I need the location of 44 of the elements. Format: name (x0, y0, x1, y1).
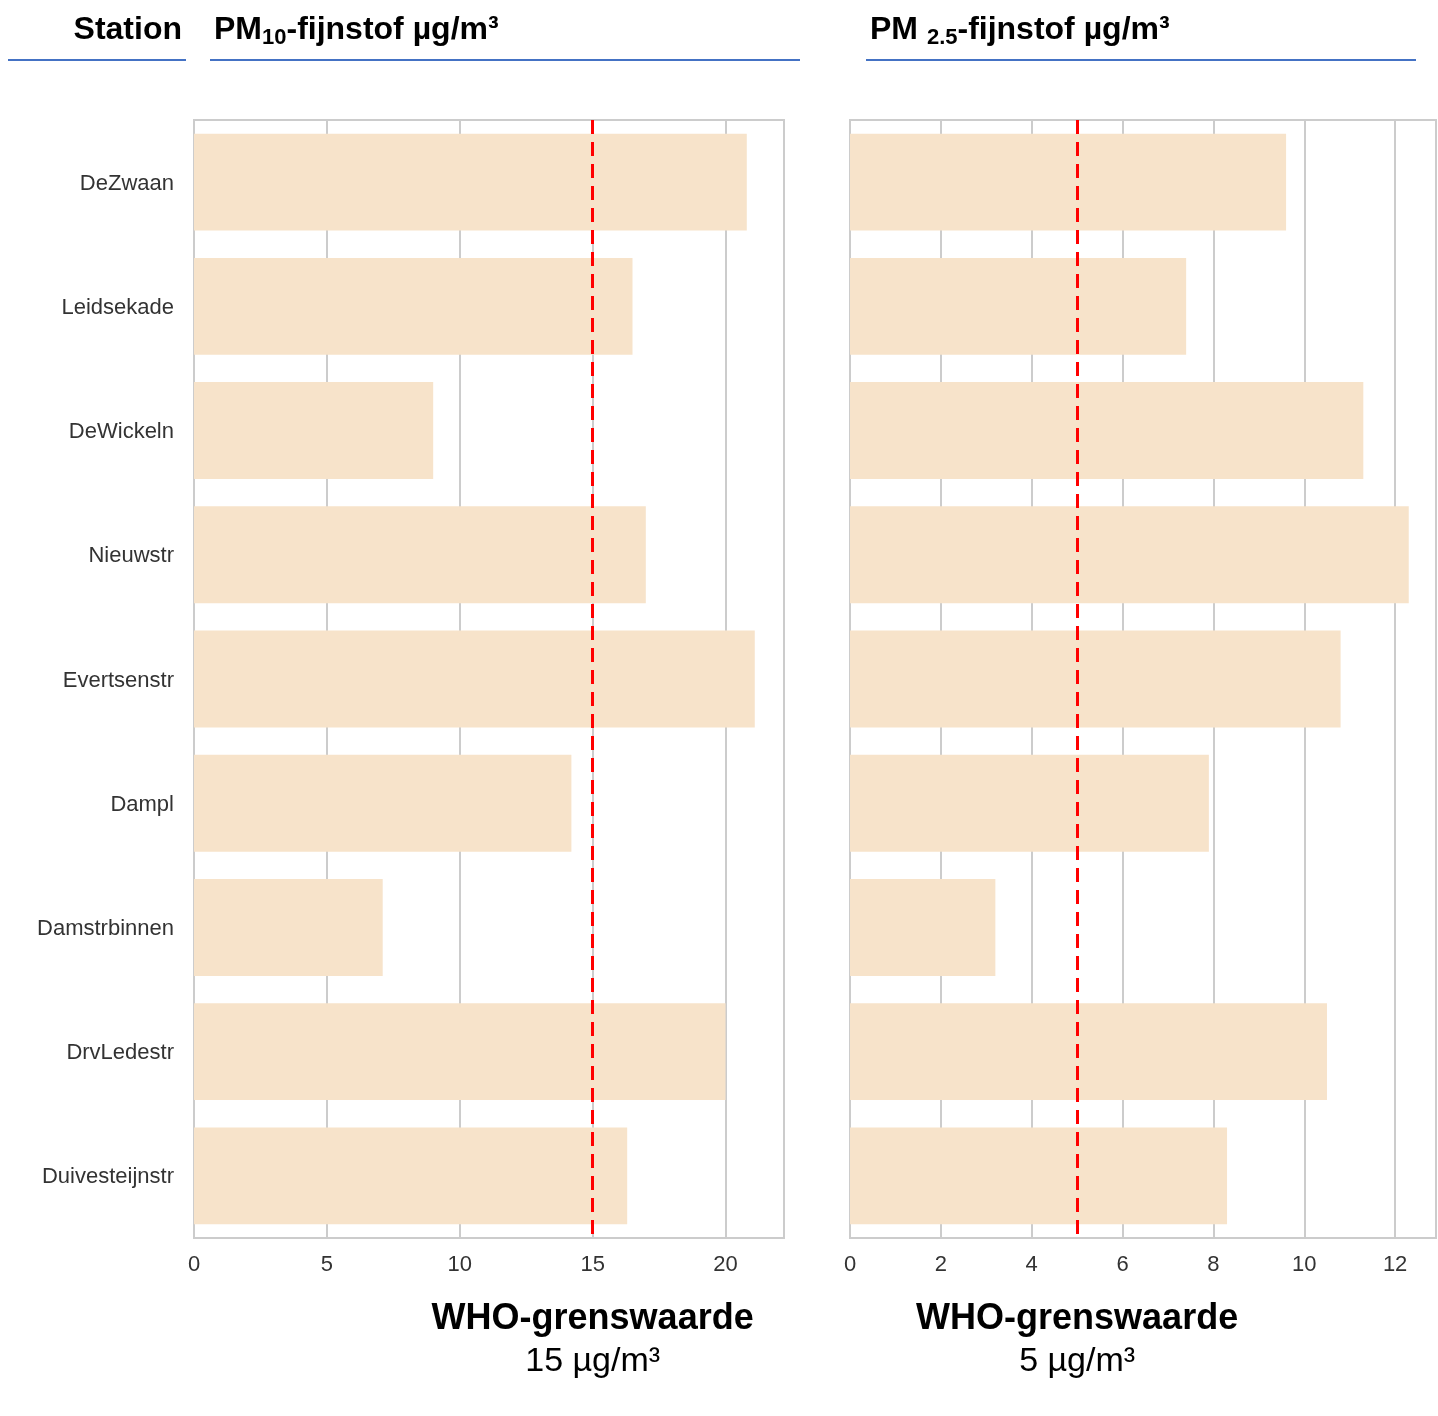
y-tick-label: Evertsenstr (62, 666, 174, 692)
bar (850, 1127, 1228, 1225)
bar (194, 1003, 726, 1101)
bar (850, 382, 1364, 479)
bar (850, 133, 1287, 231)
x-tick-label: 15 (580, 1250, 605, 1276)
x-tick-label: 6 (1116, 1250, 1129, 1276)
bar (194, 382, 434, 479)
bar (194, 754, 572, 852)
y-tick-label: Leidsekade (61, 293, 174, 319)
text: 5 µg/m³ (1019, 1340, 1136, 1378)
bar (850, 1003, 1327, 1101)
x-tick-label: 12 (1382, 1250, 1408, 1276)
x-tick-label: 8 (1207, 1250, 1220, 1276)
x-tick-label: 0 (187, 1250, 201, 1276)
bar (850, 630, 1341, 728)
x-tick-label: 10 (1292, 1250, 1317, 1276)
bar (194, 257, 633, 355)
bar (194, 1127, 628, 1225)
text: 15 µg/m³ (525, 1340, 661, 1378)
bar (194, 879, 383, 976)
bar (194, 133, 747, 231)
y-tick-label: Duivesteijnstr (41, 1163, 174, 1189)
ref-line-label: WHO-grenswaarde (431, 1295, 754, 1337)
bar (850, 506, 1409, 604)
y-tick-label: Damstrbinnen (37, 914, 174, 940)
bar (194, 506, 646, 604)
x-tick-label: 5 (320, 1250, 334, 1276)
x-tick-label: 0 (843, 1250, 857, 1276)
y-axis-title: Station (73, 10, 182, 46)
x-tick-label: 10 (447, 1250, 473, 1276)
x-tick-label: 20 (713, 1250, 738, 1276)
x-tick-label: 4 (1025, 1250, 1038, 1276)
y-tick-label: Dampl (110, 790, 174, 816)
bar (194, 630, 755, 728)
y-tick-label: DeZwaan (79, 169, 174, 195)
y-tick-label: DrvLedestr (66, 1039, 174, 1065)
y-tick-label: DeWickeln (68, 418, 174, 444)
x-tick-label: 2 (934, 1250, 947, 1276)
bar (850, 754, 1209, 852)
bar (850, 257, 1187, 355)
ref-line-label: WHO-grenswaarde (916, 1295, 1239, 1337)
bar (850, 879, 996, 976)
y-tick-label: Nieuwstr (88, 542, 174, 568)
